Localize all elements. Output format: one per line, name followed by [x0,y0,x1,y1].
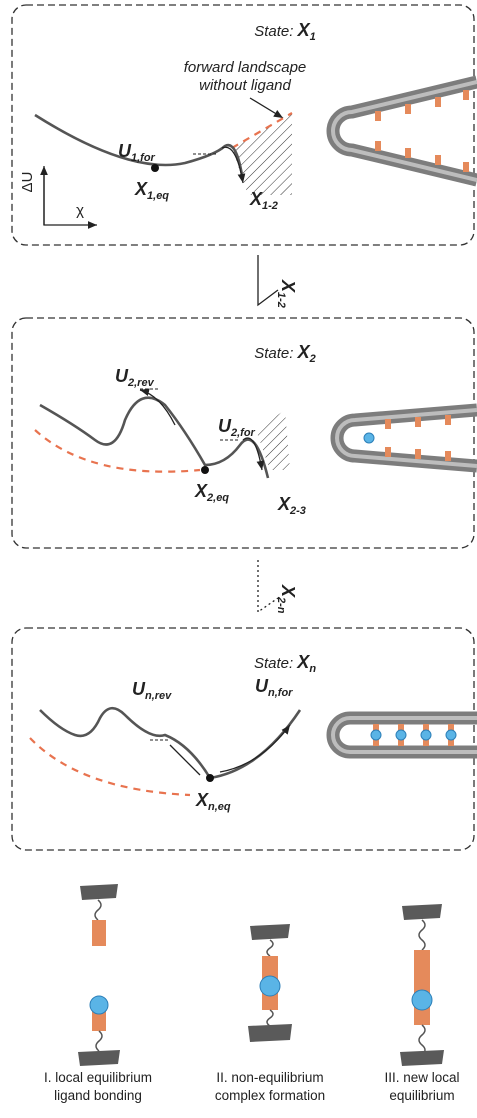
axis-label: ΔU [19,172,36,193]
label: Un,for [255,676,293,699]
point [151,164,159,172]
annotation: without ligand [199,77,291,94]
label: U2,rev [115,366,155,389]
step-caption: I. local equilibrium [44,1070,152,1085]
transition-arrow [258,255,278,305]
hatch [232,113,292,195]
label: U2,for [218,416,256,439]
molecule-3 [400,904,444,1066]
landscape [35,115,242,175]
arrow [250,98,283,118]
step-caption: equilibrium [389,1088,454,1103]
state-title: State: Xn [254,652,316,675]
annotation: forward landscape [184,59,307,76]
step-caption: ligand bonding [54,1088,142,1103]
tip [333,82,477,180]
arrow [140,390,175,425]
arrow [220,725,290,772]
axis [44,168,97,225]
transition-arrow [258,560,278,612]
state-title: State: X2 [254,342,316,365]
arrow [170,745,200,775]
ligand [364,433,374,443]
axis-label: χ [76,202,84,219]
diagram: State: X1 forward landscape without liga… [0,0,477,1113]
point [206,774,214,782]
hatch [256,410,290,470]
step-caption: III. new local [384,1070,459,1085]
landscape-previous [30,738,190,795]
step-caption: II. non-equilibrium [216,1070,323,1085]
state-title: State: X1 [254,20,316,43]
label: X2-3 [277,494,306,517]
ligands [371,724,456,746]
label: U1,for [118,141,156,164]
label: X1,eq [134,179,169,202]
transition-label: X1-2 [275,279,298,308]
landscape [40,708,300,778]
label: Xn,eq [195,790,231,813]
point [201,466,209,474]
label: X2,eq [194,481,229,504]
step-caption: complex formation [215,1088,325,1103]
transition-label: X2-n [275,584,298,614]
label: Un,rev [132,679,172,702]
molecule-1 [78,884,120,1066]
molecule-2 [248,924,292,1042]
